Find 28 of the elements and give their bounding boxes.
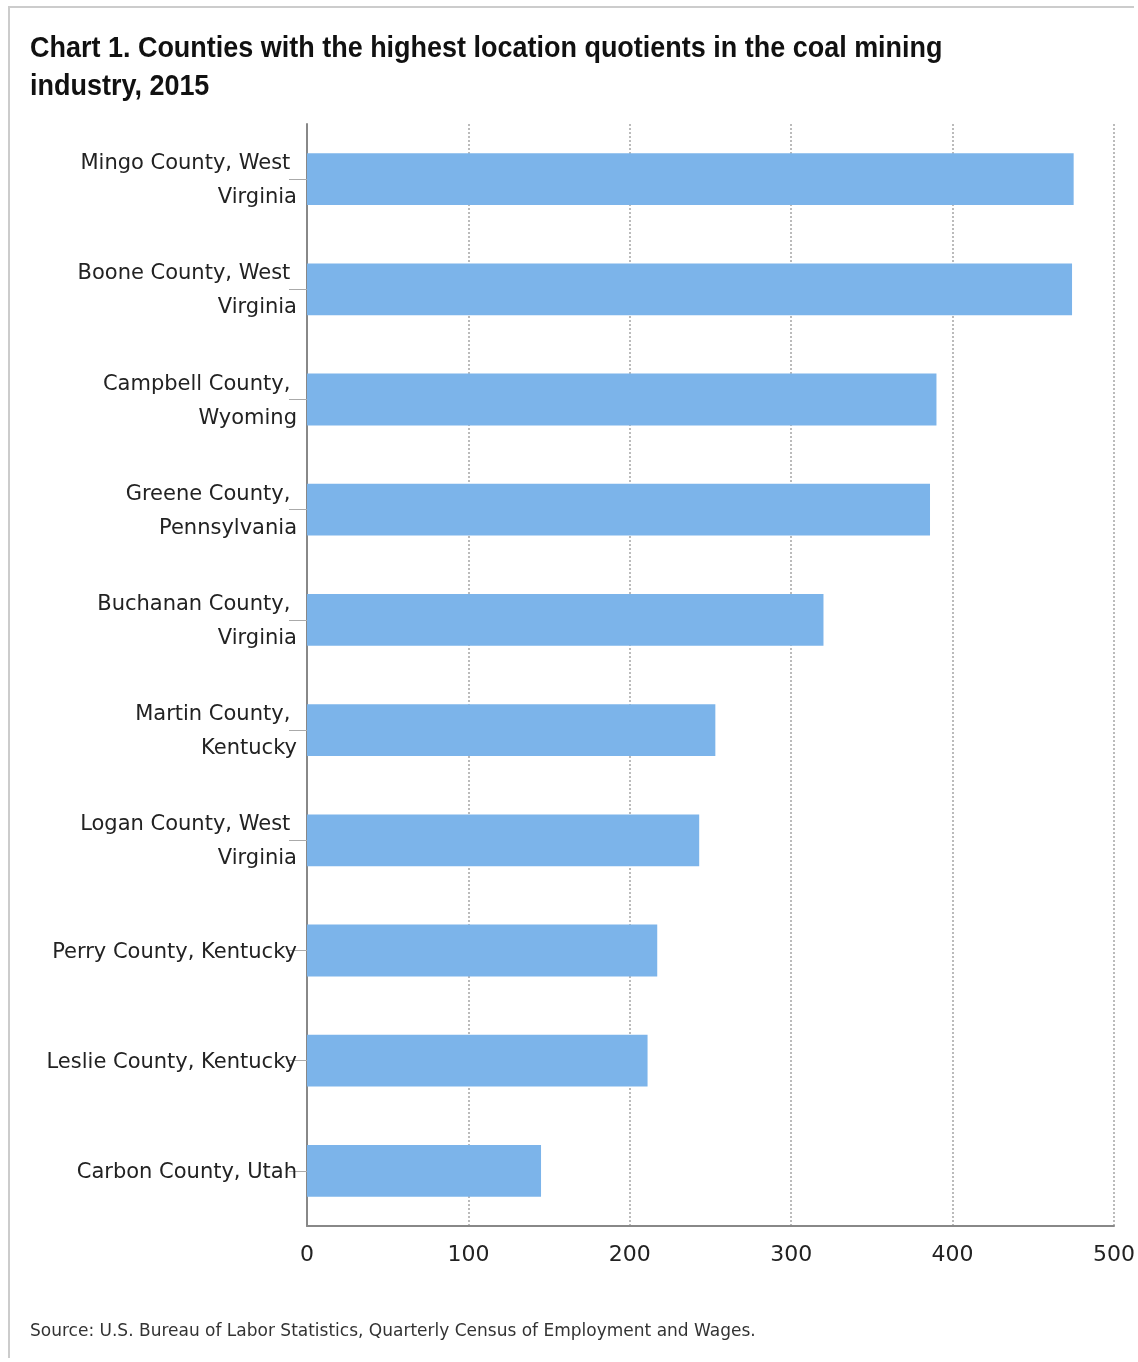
bar [307, 373, 937, 426]
y-tick-label: Leslie County, Kentucky [46, 1048, 297, 1073]
chart-title: Chart 1. Counties with the highest location quotients in the coal mining industry, 2015 [30, 30, 944, 103]
bar [307, 483, 931, 536]
source-note: Source: U.S. Bureau of Labor Statistics, Quarterly Census of Employment and Wages. [30, 1320, 756, 1340]
x-tick-label: 100 [447, 1240, 490, 1266]
bar [307, 814, 700, 867]
bar [307, 153, 1074, 205]
bar [307, 704, 716, 756]
bar [307, 594, 824, 646]
x-tick-label: 0 [300, 1240, 314, 1266]
x-tick-label: 500 [1093, 1240, 1135, 1266]
y-tick-label: Boone County, West Virginia [77, 260, 297, 319]
x-tick-label: 400 [931, 1240, 974, 1266]
y-tick-label: Martin County, Kentucky [135, 701, 297, 760]
y-tick-label: Perry County, Kentucky [52, 938, 297, 963]
y-tick-label: Carbon County, Utah [76, 1158, 297, 1183]
bar [307, 263, 1073, 316]
bar [307, 1145, 542, 1197]
y-tick-label: Mingo County, West Virginia [80, 150, 297, 209]
x-tick-label: 300 [770, 1240, 813, 1266]
y-tick-label: Buchanan County, Virginia [97, 590, 297, 649]
y-tick-label: Greene County, Pennsylvania [125, 480, 297, 539]
y-tick-label: Logan County, West Virginia [80, 811, 297, 870]
bar [307, 1034, 648, 1087]
bar [307, 924, 658, 977]
y-tick-label: Campbell County, Wyoming [102, 370, 297, 429]
x-tick-label: 200 [608, 1240, 651, 1266]
